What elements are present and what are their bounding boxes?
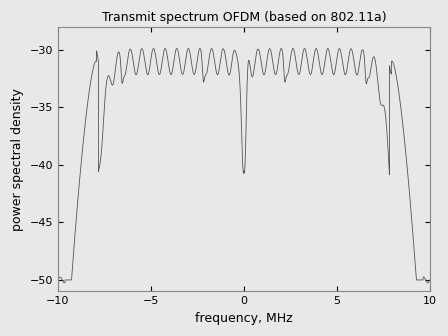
Y-axis label: power spectral density: power spectral density	[11, 88, 24, 230]
X-axis label: frequency, MHz: frequency, MHz	[195, 312, 293, 325]
Title: Transmit spectrum OFDM (based on 802.11a): Transmit spectrum OFDM (based on 802.11a…	[102, 11, 386, 24]
